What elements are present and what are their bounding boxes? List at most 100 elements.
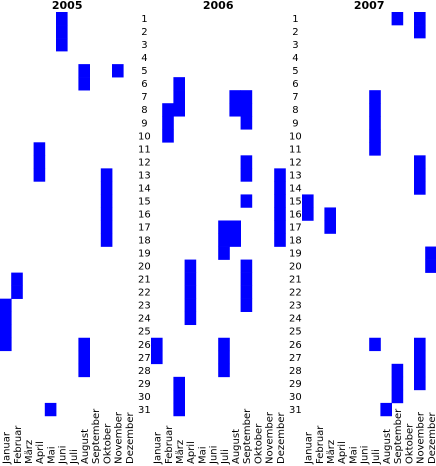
marked-day	[391, 12, 404, 26]
marked-day	[0, 298, 12, 312]
marked-day	[414, 168, 426, 182]
marked-day	[218, 363, 230, 378]
marked-day	[173, 376, 185, 391]
day-label: 23	[289, 301, 302, 312]
day-label: 5	[141, 66, 147, 77]
marked-day	[100, 168, 113, 182]
day-label: 29	[289, 379, 302, 390]
month-label: Juni	[58, 446, 69, 465]
day-label: 3	[292, 40, 298, 51]
marked-day	[11, 285, 23, 299]
marked-day	[414, 337, 426, 352]
month-label: Januar	[153, 431, 164, 465]
marked-day	[162, 103, 174, 117]
marked-day	[274, 168, 286, 182]
marked-day	[151, 337, 163, 352]
month-label: Januar	[2, 431, 13, 465]
marked-day	[218, 350, 230, 365]
marked-day	[184, 285, 197, 299]
day-label: 7	[141, 92, 147, 103]
marked-day	[0, 337, 12, 352]
marked-day	[56, 12, 68, 26]
day-label: 25	[138, 327, 151, 338]
day-label: 17	[289, 222, 302, 233]
marked-day	[369, 103, 381, 117]
marked-day	[44, 402, 57, 417]
marked-day	[391, 389, 404, 404]
month-label: November	[416, 411, 427, 464]
day-label: 13	[138, 170, 151, 181]
day-label: 15	[138, 196, 151, 207]
marked-day	[414, 155, 426, 169]
marked-day	[274, 233, 286, 247]
marked-day	[229, 220, 241, 234]
day-label: 20	[289, 262, 302, 273]
month-label: März	[24, 440, 35, 464]
month-label: Dezember	[125, 412, 136, 464]
day-label: 30	[289, 392, 302, 403]
marked-day	[274, 207, 286, 221]
marked-day	[240, 103, 253, 117]
marked-day	[0, 311, 12, 326]
marked-day	[391, 376, 404, 391]
day-label: 11	[138, 144, 151, 155]
month-label: Januar	[304, 431, 315, 465]
marked-day	[100, 181, 113, 195]
marked-day	[56, 25, 68, 39]
marked-day	[302, 207, 314, 221]
marked-day	[162, 116, 174, 130]
month-label: April	[35, 441, 46, 464]
day-label: 7	[292, 92, 298, 103]
day-label: 15	[289, 196, 302, 207]
day-label: 30	[138, 392, 151, 403]
day-label: 2	[141, 27, 147, 38]
marked-day	[302, 194, 314, 208]
marked-day	[324, 220, 336, 234]
marked-day	[218, 233, 230, 247]
marked-day	[173, 103, 185, 117]
day-label: 19	[289, 249, 302, 260]
month-label: Juli	[69, 449, 80, 465]
day-label: 12	[289, 157, 302, 168]
day-label: 3	[141, 40, 147, 51]
day-label: 16	[138, 209, 151, 220]
month-label: Februar	[315, 425, 326, 464]
day-label: 19	[138, 249, 151, 260]
month-label: August	[382, 429, 393, 464]
day-label: 22	[138, 288, 151, 299]
day-label: 4	[292, 53, 298, 64]
month-label: Oktober	[102, 423, 113, 464]
marked-day	[369, 90, 381, 104]
day-label: 28	[138, 366, 151, 377]
marked-day	[391, 363, 404, 378]
marked-day	[33, 142, 46, 156]
marked-day	[240, 116, 253, 130]
day-label: 10	[138, 131, 151, 142]
marked-day	[369, 337, 381, 352]
marked-day	[112, 64, 124, 78]
marked-day	[173, 402, 185, 417]
month-label: April	[186, 441, 197, 464]
marked-day	[100, 233, 113, 247]
marked-day	[78, 363, 90, 378]
month-label: September	[393, 408, 404, 464]
month-label: Juli	[220, 449, 231, 465]
day-label: 26	[138, 340, 151, 351]
marked-day	[240, 194, 253, 208]
marked-day	[100, 207, 113, 221]
marked-day	[229, 90, 241, 104]
month-label: August	[231, 429, 242, 464]
day-label: 18	[289, 236, 302, 247]
marked-day	[369, 129, 381, 143]
marked-day	[218, 246, 230, 260]
marked-day	[414, 350, 426, 365]
month-label: April	[337, 441, 348, 464]
marked-day	[78, 77, 90, 91]
marked-day	[78, 337, 90, 352]
marked-day	[78, 350, 90, 365]
month-label: Mai	[348, 446, 359, 464]
marked-day	[240, 155, 253, 169]
day-label: 17	[138, 222, 151, 233]
day-label: 28	[289, 366, 302, 377]
marked-day	[240, 259, 253, 273]
